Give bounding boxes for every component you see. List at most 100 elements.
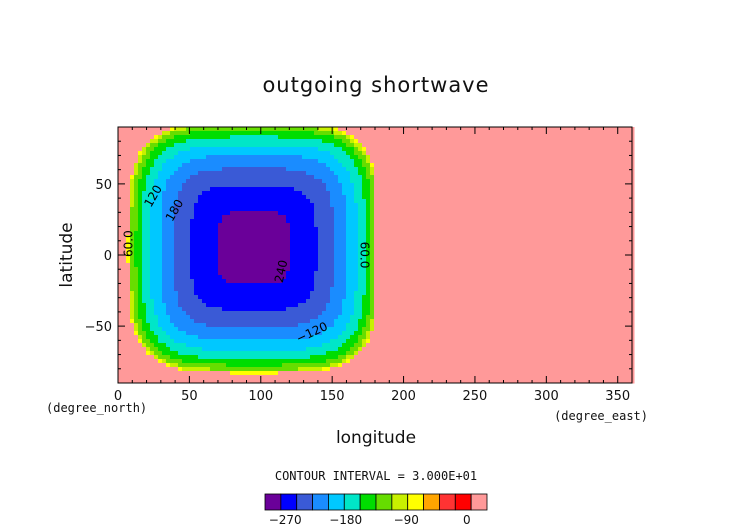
heatmap-cell	[306, 211, 311, 216]
heatmap-cell	[194, 175, 199, 180]
heatmap-cell	[294, 143, 299, 148]
heatmap-cell	[294, 271, 299, 276]
heatmap-cell	[350, 247, 355, 252]
heatmap-cell	[122, 243, 127, 248]
heatmap-cell	[426, 171, 431, 176]
heatmap-cell	[478, 135, 483, 140]
heatmap-cell	[222, 195, 227, 200]
heatmap-cell	[238, 251, 243, 256]
heatmap-cell	[378, 195, 383, 200]
heatmap-cell	[262, 147, 267, 152]
heatmap-cell	[522, 147, 527, 152]
heatmap-cell	[294, 235, 299, 240]
heatmap-cell	[214, 163, 219, 168]
heatmap-cell	[490, 275, 495, 280]
heatmap-cell	[198, 271, 203, 276]
heatmap-cell	[606, 243, 611, 248]
heatmap-cell	[506, 231, 511, 236]
heatmap-cell	[566, 227, 571, 232]
heatmap-cell	[570, 219, 575, 224]
heatmap-cell	[590, 259, 595, 264]
heatmap-cell	[578, 183, 583, 188]
heatmap-cell	[130, 271, 135, 276]
heatmap-cell	[466, 255, 471, 260]
heatmap-cell	[410, 243, 415, 248]
heatmap-cell	[286, 139, 291, 144]
heatmap-cell	[474, 219, 479, 224]
heatmap-cell	[422, 227, 427, 232]
heatmap-cell	[326, 219, 331, 224]
heatmap-cell	[338, 227, 343, 232]
heatmap-cell	[206, 143, 211, 148]
heatmap-cell	[150, 131, 155, 136]
heatmap-cell	[282, 243, 287, 248]
heatmap-cell	[226, 275, 231, 280]
heatmap-cell	[490, 131, 495, 136]
heatmap-cell	[198, 155, 203, 160]
heatmap-cell	[550, 251, 555, 256]
heatmap-cell	[530, 235, 535, 240]
heatmap-cell	[254, 247, 259, 252]
heatmap-cell	[410, 131, 415, 136]
heatmap-cell	[118, 251, 123, 256]
heatmap-cell	[358, 151, 363, 156]
heatmap-cell	[358, 175, 363, 180]
heatmap-cell	[374, 203, 379, 208]
heatmap-cell	[314, 135, 319, 140]
heatmap-cell	[134, 215, 139, 220]
heatmap-cell	[386, 203, 391, 208]
heatmap-cell	[482, 219, 487, 224]
heatmap-cell	[342, 167, 347, 172]
heatmap-cell	[234, 143, 239, 148]
heatmap-cell	[138, 147, 143, 152]
heatmap-cell	[398, 227, 403, 232]
heatmap-cell	[470, 231, 475, 236]
heatmap-cell	[546, 251, 551, 256]
heatmap-cell	[178, 127, 183, 132]
heatmap-cell	[246, 223, 251, 228]
heatmap-cell	[502, 131, 507, 136]
heatmap-cell	[342, 127, 347, 132]
heatmap-cell	[342, 247, 347, 252]
heatmap-cell	[290, 191, 295, 196]
heatmap-cell	[622, 199, 627, 204]
heatmap-cell	[286, 135, 291, 140]
heatmap-cell	[254, 235, 259, 240]
heatmap-cell	[606, 223, 611, 228]
heatmap-cell	[386, 267, 391, 272]
heatmap-cell	[466, 187, 471, 192]
heatmap-cell	[510, 271, 515, 276]
heatmap-cell	[218, 191, 223, 196]
heatmap-cell	[490, 271, 495, 276]
heatmap-cell	[374, 191, 379, 196]
heatmap-cell	[266, 175, 271, 180]
heatmap-cell	[522, 155, 527, 160]
heatmap-cell	[578, 147, 583, 152]
heatmap-cell	[182, 155, 187, 160]
heatmap-cell	[458, 139, 463, 144]
heatmap-cell	[350, 267, 355, 272]
heatmap-cell	[622, 247, 627, 252]
heatmap-cell	[610, 179, 615, 184]
heatmap-cell	[582, 163, 587, 168]
heatmap-cell	[542, 227, 547, 232]
heatmap-cell	[526, 167, 531, 172]
heatmap-cell	[178, 223, 183, 228]
heatmap-cell	[174, 183, 179, 188]
heatmap-cell	[558, 235, 563, 240]
heatmap-cell	[510, 155, 515, 160]
heatmap-cell	[558, 211, 563, 216]
heatmap-cell	[602, 175, 607, 180]
heatmap-cell	[434, 207, 439, 212]
heatmap-cell	[198, 183, 203, 188]
heatmap-cell	[478, 159, 483, 164]
heatmap-cell	[510, 175, 515, 180]
heatmap-cell	[538, 271, 543, 276]
heatmap-cell	[550, 135, 555, 140]
heatmap-cell	[158, 271, 163, 276]
heatmap-cell	[498, 203, 503, 208]
heatmap-cell	[186, 219, 191, 224]
heatmap-cell	[530, 151, 535, 156]
heatmap-cell	[554, 271, 559, 276]
heatmap-cell	[442, 243, 447, 248]
